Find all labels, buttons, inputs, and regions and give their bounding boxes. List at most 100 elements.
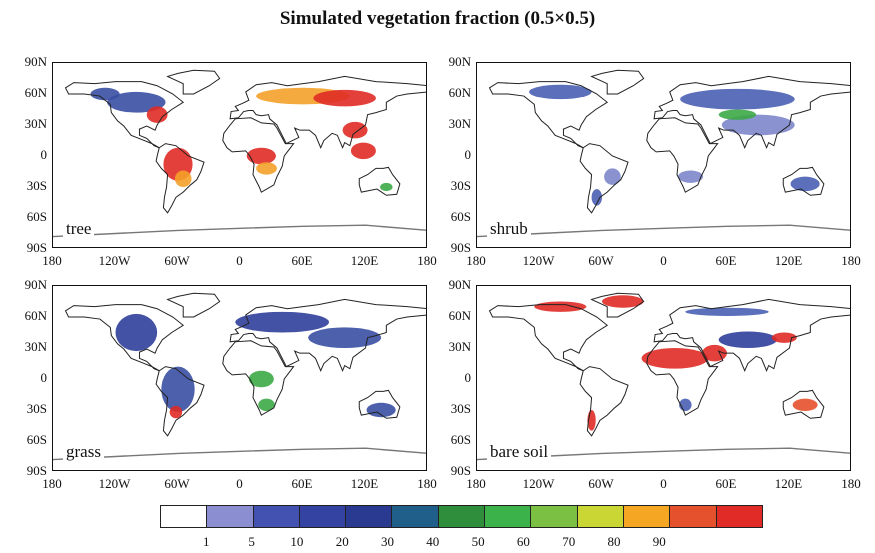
lat-tick-label: 90N <box>448 54 471 69</box>
vegetation-patch <box>115 313 158 352</box>
coastline <box>229 298 426 373</box>
lat-tick-label: 60N <box>24 85 47 100</box>
vegetation-patch <box>771 332 797 343</box>
lat-tick-label: 30N <box>24 116 47 131</box>
coastline <box>64 304 185 372</box>
coastline <box>358 389 401 419</box>
colorbar-swatch <box>576 505 624 528</box>
vegetation-patch <box>258 398 275 412</box>
lat-tick-label: 30S <box>450 178 471 193</box>
lon-tick-label: 60W <box>164 476 190 491</box>
vegetation-patch <box>792 398 818 412</box>
lat-tick-label: 30S <box>26 401 47 416</box>
lon-tick-label: 60W <box>588 476 614 491</box>
lon-tick-label: 180 <box>417 476 437 491</box>
lon-tick-label: 180 <box>841 476 861 491</box>
vegetation-map-1 <box>53 69 426 238</box>
colorbar-swatch <box>437 505 486 528</box>
vegetation-patch <box>718 109 757 120</box>
lon-tick-label: 60W <box>164 253 190 268</box>
map-panel-1: tree <box>52 62 427 248</box>
lat-tick-label: 90S <box>26 463 47 478</box>
lat-tick-label: 90N <box>448 277 471 292</box>
vegetation-map-4 <box>477 292 850 461</box>
vegetation-patch <box>342 121 368 139</box>
coastline <box>229 75 426 150</box>
map-panel-3: grass <box>52 285 427 471</box>
lat-tick-label: 30S <box>26 178 47 193</box>
lat-tick-label: 30N <box>448 116 471 131</box>
coastline <box>64 81 185 149</box>
lon-tick-label: 120W <box>522 476 555 491</box>
lon-tick-label: 60E <box>715 253 737 268</box>
lat-tick-label: 60S <box>26 209 47 224</box>
colorbar-tick-label: 60 <box>516 534 530 549</box>
colorbar-swatch <box>160 505 208 528</box>
coastline <box>653 75 850 150</box>
coastline <box>222 340 295 416</box>
lon-tick-label: 0 <box>660 476 667 491</box>
lon-tick-label: 60E <box>715 476 737 491</box>
map-panel-4: bare soil <box>476 285 851 471</box>
panel-label: tree <box>63 219 95 239</box>
vegetation-patch <box>380 182 393 192</box>
colorbar-tick-label: 5 <box>248 534 255 549</box>
colorbar-tick-label: 80 <box>607 534 621 549</box>
vegetation-map-3 <box>53 292 426 461</box>
coastline <box>646 117 719 193</box>
lat-tick-label: 0 <box>464 370 472 385</box>
vegetation-patch <box>169 405 183 419</box>
vegetation-patch <box>308 327 382 348</box>
vegetation-patch <box>718 331 777 348</box>
lat-tick-label: 0 <box>464 147 472 162</box>
coastline <box>155 143 205 214</box>
coastline <box>590 292 645 318</box>
colorbar-swatch <box>298 505 347 528</box>
vegetation-patch <box>246 147 276 165</box>
lat-tick-label: 60S <box>26 432 47 447</box>
lat-tick-label: 60N <box>24 308 47 323</box>
vegetation-patch <box>235 311 330 333</box>
lon-tick-label: 60E <box>291 253 313 268</box>
lon-tick-label: 120W <box>522 253 555 268</box>
vegetation-patch <box>591 189 602 206</box>
lat-tick-label: 90S <box>450 240 471 255</box>
lon-tick-label: 120W <box>98 253 131 268</box>
lat-tick-label: 30S <box>450 401 471 416</box>
colorbar-tick-label: 90 <box>652 534 666 549</box>
lat-tick-label: 60N <box>448 308 471 323</box>
colorbar-swatch <box>206 505 254 528</box>
coastline <box>53 224 426 238</box>
vegetation-patch <box>641 348 709 369</box>
vegetation-patch <box>685 307 769 316</box>
colorbar-tick-label: 30 <box>381 534 394 549</box>
vegetation-patch <box>350 142 376 160</box>
lon-tick-label: 180 <box>42 253 62 268</box>
lon-tick-label: 0 <box>236 476 243 491</box>
coastline <box>488 81 609 149</box>
colorbar-tick-label: 70 <box>562 534 576 549</box>
coastline <box>477 224 850 238</box>
colorbar-swatch <box>345 505 393 528</box>
lat-tick-label: 0 <box>40 147 48 162</box>
lon-tick-label: 180 <box>42 476 62 491</box>
vegetation-patch <box>721 114 795 136</box>
vegetation-map-2 <box>477 69 850 238</box>
coastline <box>53 447 426 461</box>
lon-tick-label: 180 <box>466 476 486 491</box>
colorbar-tick-label: 40 <box>426 534 440 549</box>
lon-tick-label: 0 <box>660 253 667 268</box>
lat-tick-label: 90S <box>26 240 47 255</box>
vegetation-patch <box>602 295 644 308</box>
vegetation-patch <box>680 88 795 110</box>
coastline <box>782 389 825 419</box>
lat-tick-label: 90N <box>24 54 47 69</box>
coastline <box>488 304 609 372</box>
lat-tick-label: 60S <box>450 432 471 447</box>
colorbar <box>160 505 763 528</box>
lon-tick-label: 0 <box>236 253 243 268</box>
lon-tick-label: 120E <box>350 253 379 268</box>
coastline <box>166 69 221 95</box>
vegetation-patch <box>174 170 192 187</box>
colorbar-swatch <box>391 505 439 528</box>
